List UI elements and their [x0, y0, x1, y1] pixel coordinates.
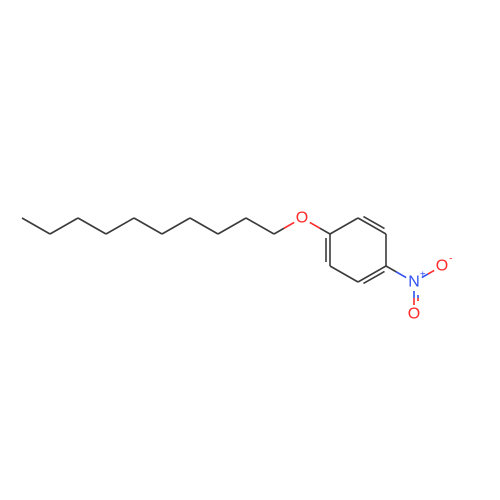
o-atom-label: O	[296, 210, 308, 227]
charge-label: -	[449, 253, 452, 264]
n-atom-label: N	[408, 274, 420, 291]
o-atom-label: O	[436, 258, 448, 275]
o-atom-label: O	[408, 306, 420, 323]
molecule-canvas: ON+O-O	[0, 0, 500, 500]
charge-label: +	[420, 269, 426, 280]
